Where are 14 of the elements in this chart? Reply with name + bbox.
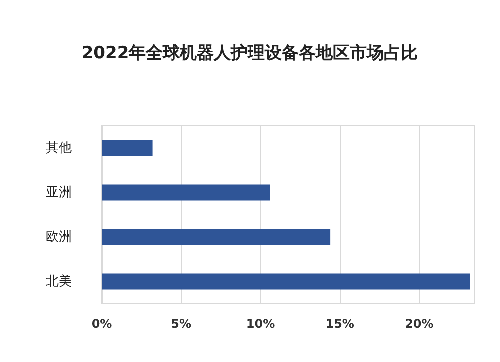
x-tick-label: 0% xyxy=(92,317,112,331)
x-tick-label: 5% xyxy=(171,317,192,331)
y-tick-label: 欧洲 xyxy=(46,230,72,245)
y-tick-label: 亚洲 xyxy=(46,185,72,200)
x-tick-label: 10% xyxy=(246,317,276,331)
bar xyxy=(102,229,331,246)
y-tick-label: 北美 xyxy=(46,273,72,290)
x-tick-label: 20% xyxy=(405,317,434,331)
x-tick-label: 15% xyxy=(326,317,354,331)
bar xyxy=(102,274,470,290)
bar xyxy=(102,184,270,201)
chart-title: 2022年全球机器人护理设备各地区市场占比 xyxy=(82,44,418,64)
bar xyxy=(102,140,153,156)
y-tick-label: 其他 xyxy=(46,140,72,156)
